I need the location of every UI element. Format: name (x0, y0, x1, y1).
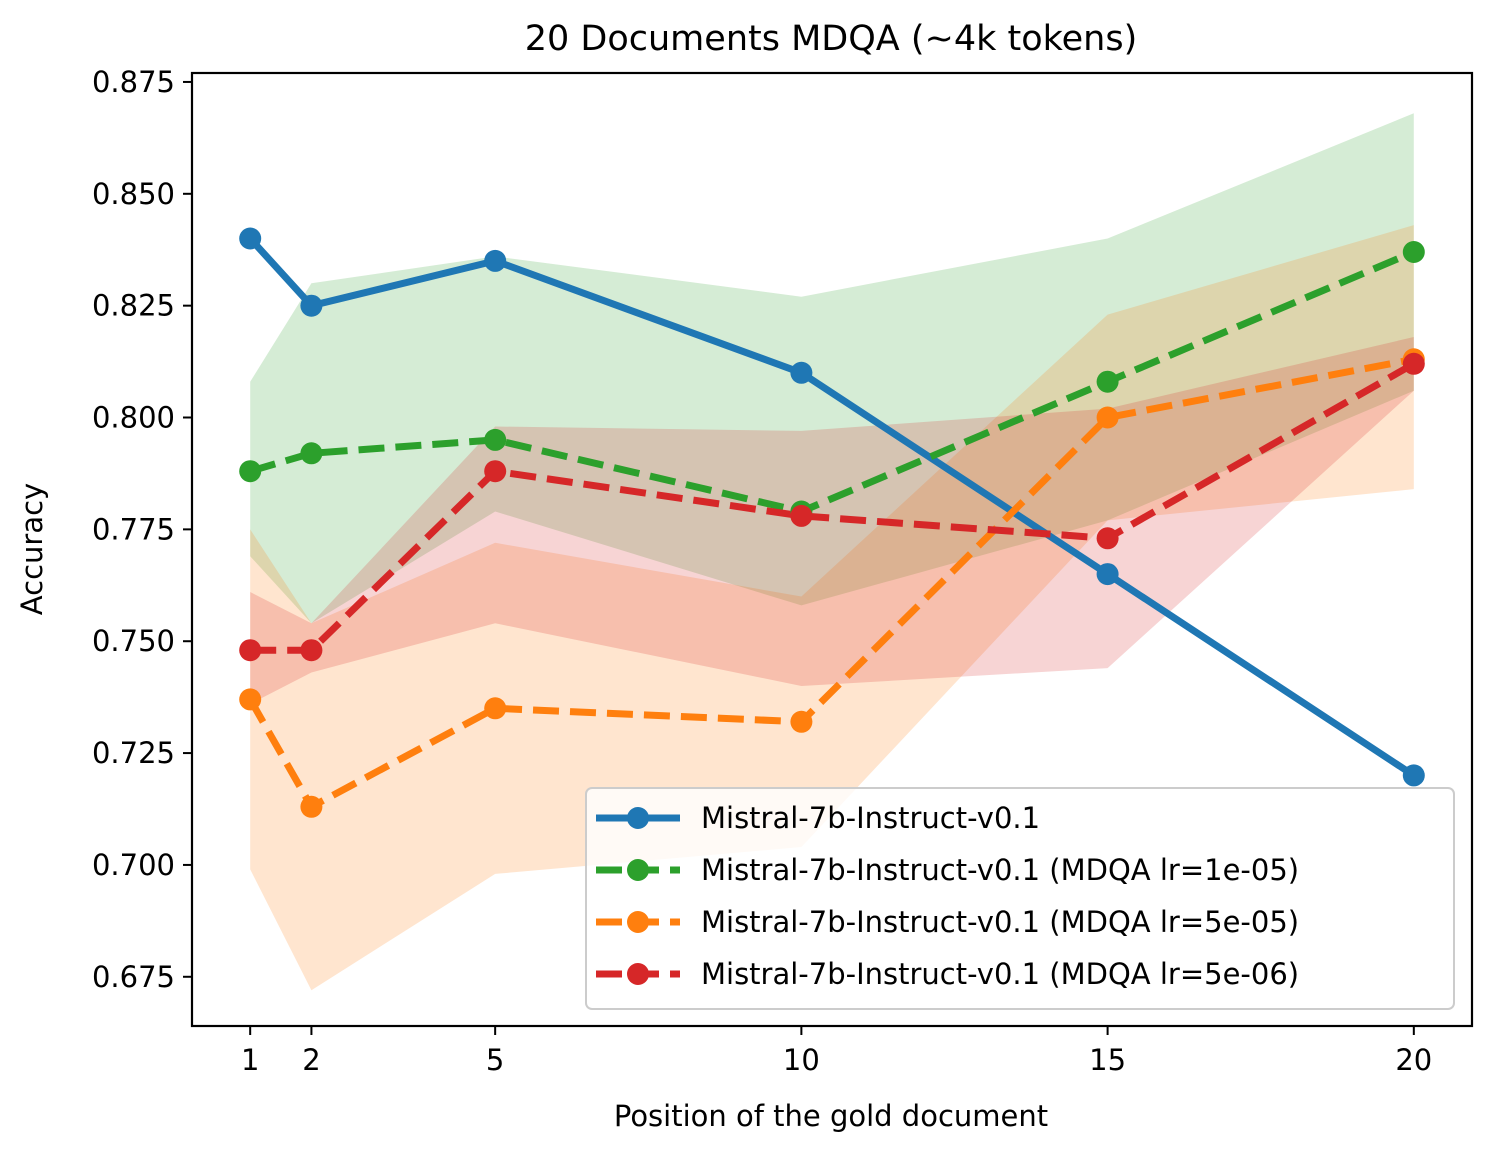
point-series-3-x10 (790, 710, 813, 733)
y-axis-ticks: 0.675 0.700 0.725 0.750 0.775 0.800 0.825 0.850… (92, 65, 192, 994)
band-series-2 (250, 113, 1414, 624)
point-series-1-x1 (239, 227, 262, 250)
legend: Mistral-7b-Instruct-v0.1 Mistral-7b-Instr… (585, 787, 1455, 1010)
point-series-3-x5 (484, 697, 507, 720)
point-series-4-x20 (1402, 352, 1425, 375)
y-tick-label: 0.750 (92, 624, 175, 658)
y-tick-label: 0.825 (92, 289, 175, 323)
x-tick-label: 2 (302, 1043, 320, 1077)
x-tick-label: 20 (1395, 1043, 1432, 1077)
plot-area-frame (190, 71, 1474, 1028)
y-tick-label: 0.800 (92, 401, 175, 435)
y-tick-label: 0.725 (92, 736, 175, 770)
y-tick-label: 0.700 (92, 848, 175, 882)
legend-label-4: Mistral-7b-Instruct-v0.1 (MDQA lr=5e-06) (701, 957, 1299, 991)
point-series-1-x2 (300, 294, 323, 317)
point-series-2-x20 (1402, 241, 1425, 263)
point-series-1-x15 (1096, 563, 1119, 586)
y-tick-label: 0.775 (92, 512, 175, 546)
series-markers (239, 227, 1425, 818)
legend-marker-1 (627, 807, 649, 829)
point-series-4-x5 (484, 460, 507, 483)
x-tick-label: 5 (486, 1043, 504, 1077)
legend-label-1: Mistral-7b-Instruct-v0.1 (701, 801, 1040, 835)
y-tick-label: 0.875 (92, 65, 175, 99)
x-tick-label: 1 (241, 1043, 259, 1077)
point-series-4-x15 (1096, 527, 1119, 550)
y-tick-label: 0.850 (92, 177, 175, 211)
legend-marker-2 (627, 859, 649, 881)
point-series-1-x10 (790, 361, 813, 384)
x-axis-label: Position of the gold document (614, 1099, 1048, 1133)
legend-marker-4 (627, 963, 649, 985)
point-series-1-x5 (484, 249, 507, 272)
point-series-3-x15 (1096, 406, 1119, 429)
legend-label-3: Mistral-7b-Instruct-v0.1 (MDQA lr=5e-05) (701, 905, 1299, 939)
point-series-2-x1 (239, 460, 262, 483)
point-series-3-x1 (239, 688, 262, 711)
point-series-3-x2 (300, 795, 323, 818)
legend-marker-3 (627, 911, 649, 933)
x-tick-label: 15 (1089, 1043, 1126, 1077)
point-series-4-x2 (300, 639, 323, 662)
chart-title: 20 Documents MDQA (~4k tokens) (525, 19, 1138, 59)
point-series-4-x10 (790, 504, 813, 527)
point-series-2-x2 (300, 442, 323, 465)
line-series-1 (246, 235, 1418, 779)
band-series-4 (250, 337, 1414, 704)
y-tick-label: 0.675 (92, 960, 175, 994)
point-series-2-x15 (1096, 370, 1119, 393)
x-tick-label: 10 (783, 1043, 820, 1077)
point-series-1-x20 (1402, 764, 1425, 787)
y-axis-label: Accuracy (15, 483, 49, 615)
legend-label-2: Mistral-7b-Instruct-v0.1 (MDQA lr=1e-05) (701, 853, 1299, 887)
legend-box (585, 787, 1455, 1010)
line-series-3 (247, 355, 1415, 811)
x-axis-ticks: 1 2 5 10 15 20 (241, 1026, 1432, 1077)
point-series-4-x1 (239, 639, 262, 662)
point-series-2-x5 (484, 428, 507, 451)
